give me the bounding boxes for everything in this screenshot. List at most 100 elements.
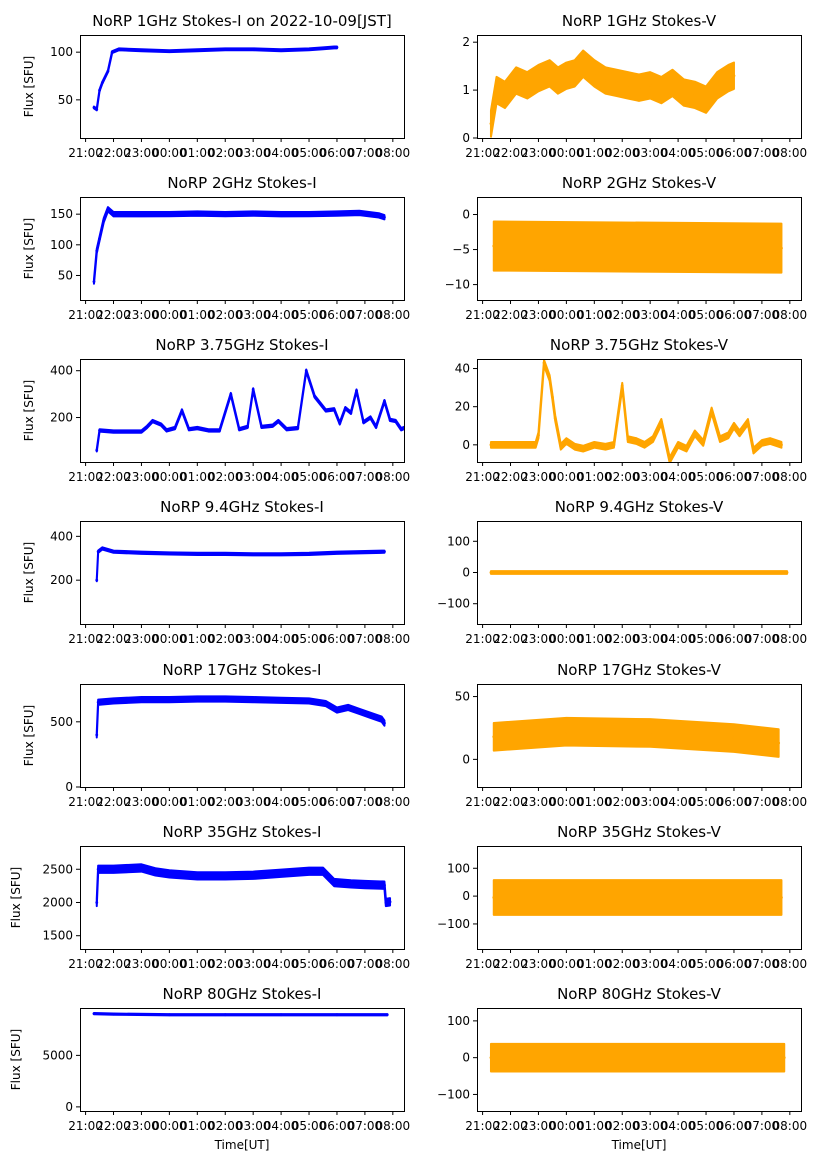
x-tick-label: 02:00: [605, 957, 640, 971]
panel-80ghz-i: NoRP 80GHz Stokes-I0500021:0022:0023:000…: [9, 985, 410, 1152]
x-tick-label: 06:00: [717, 632, 752, 646]
y-tick-label: 2000: [42, 895, 73, 909]
x-tick-label: 05:00: [292, 1119, 327, 1133]
data-series: [489, 359, 783, 462]
panel-title: NoRP 3.75GHz Stokes-V: [550, 336, 729, 354]
x-tick-label: 08:00: [376, 957, 411, 971]
data-point: [704, 98, 708, 102]
x-tick-label: 02:00: [208, 470, 243, 484]
panel-1ghz-v: NoRP 1GHz Stokes-V 0 1 2 21:0022:0023:0000:0…: [462, 12, 807, 160]
data-point: [492, 244, 496, 248]
x-tick-label: 06:00: [320, 957, 355, 971]
data-point: [671, 81, 674, 85]
panel-9-4ghz-v: NoRP 9.4GHz Stokes-V −100 0 100 21:0022:0023…: [437, 498, 807, 646]
data-point: [604, 79, 607, 82]
x-tick-label: 05:00: [292, 632, 327, 646]
x-tick-label: 07:00: [348, 957, 383, 971]
data-point: [324, 409, 328, 412]
axes-frame: [80, 521, 405, 625]
data-point: [335, 45, 339, 49]
x-tick-label: 21:00: [465, 632, 500, 646]
series-band: [489, 49, 735, 138]
panel-9-4ghz-i: NoRP 9.4GHz Stokes-I 200 400 21:0022:0023:0…: [22, 498, 410, 646]
axes-frame: [80, 1008, 405, 1112]
x-axis-label: Time[UT]: [611, 1138, 667, 1152]
data-point: [335, 551, 339, 555]
data-point: [112, 430, 115, 433]
data-point: [648, 731, 652, 735]
data-point: [419, 425, 422, 428]
x-tick-label: 22:00: [493, 795, 528, 809]
x-tick-label: 08:00: [773, 308, 808, 322]
data-point: [537, 433, 540, 437]
x-tick-label: 21:00: [68, 795, 103, 809]
x-tick-label: 07:00: [745, 632, 780, 646]
y-tick-label: −100: [437, 1087, 470, 1101]
x-tick-label: 08:00: [376, 308, 411, 322]
data-point: [154, 870, 157, 874]
data-point: [307, 552, 311, 556]
y-tick-label: 0: [65, 1100, 73, 1114]
axes-frame: [477, 846, 802, 950]
y-tick-label: 50: [58, 93, 73, 107]
data-point: [620, 384, 624, 388]
data-point: [106, 69, 110, 73]
x-tick-label: 22:00: [96, 957, 131, 971]
data-point: [95, 107, 99, 111]
data-series: [489, 1042, 786, 1073]
x-tick-label: 00:00: [549, 470, 584, 484]
data-point: [307, 869, 311, 873]
x-tick-label: 03:00: [633, 470, 668, 484]
x-tick-label: 21:00: [465, 470, 500, 484]
data-point: [509, 443, 512, 447]
series-band: [95, 546, 386, 583]
x-tick-label: 07:00: [348, 470, 383, 484]
data-point: [165, 428, 168, 432]
x-tick-label: 21:00: [68, 1119, 103, 1133]
y-axis-label: Flux [SFU]: [9, 1029, 23, 1090]
data-point: [626, 83, 630, 87]
data-point: [592, 443, 596, 447]
x-tick-label: 00:00: [549, 632, 584, 646]
data-point: [304, 369, 308, 373]
x-tick-label: 01:00: [180, 470, 215, 484]
x-tick-label: 04:00: [264, 470, 299, 484]
x-tick-label: 22:00: [493, 470, 528, 484]
x-tick-label: 05:00: [292, 146, 327, 160]
data-point: [553, 416, 557, 420]
data-point: [768, 439, 772, 443]
x-tick-label: 23:00: [521, 308, 556, 322]
x-tick-label: 22:00: [96, 308, 131, 322]
data-series: [92, 1012, 389, 1017]
data-point: [307, 212, 311, 216]
x-tick-label: 07:00: [348, 795, 383, 809]
x-tick-label: 00:00: [152, 470, 187, 484]
data-point: [92, 106, 96, 109]
data-point: [433, 429, 436, 432]
data-point: [276, 419, 280, 423]
y-axis-label: Flux [SFU]: [22, 56, 36, 117]
data-point: [332, 407, 336, 411]
axes-frame: [477, 197, 802, 301]
y-tick-label: 100: [447, 534, 470, 548]
data-point: [383, 215, 386, 219]
x-tick-label: 21:00: [68, 957, 103, 971]
x-tick-label: 08:00: [376, 470, 411, 484]
x-tick-label: 23:00: [521, 957, 556, 971]
data-point: [525, 83, 529, 87]
x-tick-label: 01:00: [180, 795, 215, 809]
x-tick-label: 08:00: [773, 795, 808, 809]
data-point: [271, 424, 275, 428]
data-point: [548, 376, 552, 380]
data-point: [279, 552, 283, 556]
x-tick-label: 08:00: [773, 1119, 808, 1133]
x-tick-label: 22:00: [96, 795, 131, 809]
series-band: [92, 206, 386, 285]
data-point: [117, 47, 121, 51]
x-tick-label: 22:00: [493, 308, 528, 322]
x-tick-label: 03:00: [633, 795, 668, 809]
data-point: [195, 48, 199, 52]
data-point: [207, 428, 210, 432]
data-point: [98, 88, 101, 92]
data-point: [564, 74, 568, 78]
